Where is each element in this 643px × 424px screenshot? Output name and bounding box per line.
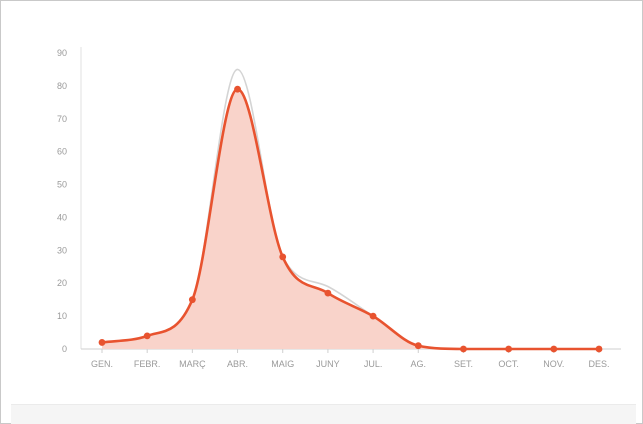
- x-tick-label: ABR.: [227, 359, 248, 369]
- y-tick-label: 50: [57, 180, 67, 190]
- y-tick-label: 40: [57, 212, 67, 222]
- data-point[interactable]: [505, 345, 513, 353]
- y-tick-label: 0: [62, 344, 67, 354]
- y-tick-label: 30: [57, 245, 67, 255]
- footer-band: [11, 404, 636, 424]
- chart-area: 0 10 20 30 40 50 60 70 80 90 GEN. FEBR. MARÇ ABR. MAI…: [1, 1, 642, 404]
- x-tick-label: AG.: [411, 359, 427, 369]
- y-tick-label: 10: [57, 311, 67, 321]
- markers-layer: [98, 85, 603, 353]
- y-tick-label: 80: [57, 81, 67, 91]
- data-point[interactable]: [369, 312, 377, 320]
- data-point[interactable]: [414, 342, 422, 350]
- y-tick-label: 20: [57, 278, 67, 288]
- x-tick-label: MAIG: [271, 359, 294, 369]
- data-point[interactable]: [279, 253, 287, 261]
- x-tick-label: NOV.: [543, 359, 564, 369]
- x-axis-labels: GEN. FEBR. MARÇ ABR. MAIG JUNY JUL. AG. SET. OCT.…: [91, 359, 610, 369]
- x-tick-label: JUL.: [364, 359, 383, 369]
- y-tick-label: 90: [57, 48, 67, 58]
- y-tick-label: 60: [57, 147, 67, 157]
- data-point[interactable]: [98, 339, 106, 346]
- data-point[interactable]: [143, 332, 151, 340]
- x-tick-label: MARÇ: [179, 359, 206, 369]
- y-axis-labels: 0 10 20 30 40 50 60 70 80 90: [57, 48, 67, 354]
- data-point[interactable]: [460, 345, 467, 353]
- x-tick-label: FEBR.: [134, 359, 161, 369]
- series-layer: [100, 68, 601, 351]
- x-tick-label: JUNY: [316, 359, 340, 369]
- y-tick-label: 70: [57, 114, 67, 124]
- data-point[interactable]: [234, 85, 241, 93]
- data-point[interactable]: [550, 345, 558, 353]
- x-tick-label: SET.: [454, 359, 473, 369]
- x-tick-label: GEN.: [91, 359, 113, 369]
- series-area-fill: [102, 89, 599, 349]
- x-tick-label: OCT.: [498, 359, 519, 369]
- x-tick-label: DES.: [588, 359, 609, 369]
- data-point[interactable]: [188, 296, 196, 304]
- data-point[interactable]: [324, 289, 332, 297]
- data-point[interactable]: [595, 345, 603, 353]
- area-chart: 0 10 20 30 40 50 60 70 80 90 GEN. FEBR. MARÇ ABR. MAI…: [57, 47, 621, 369]
